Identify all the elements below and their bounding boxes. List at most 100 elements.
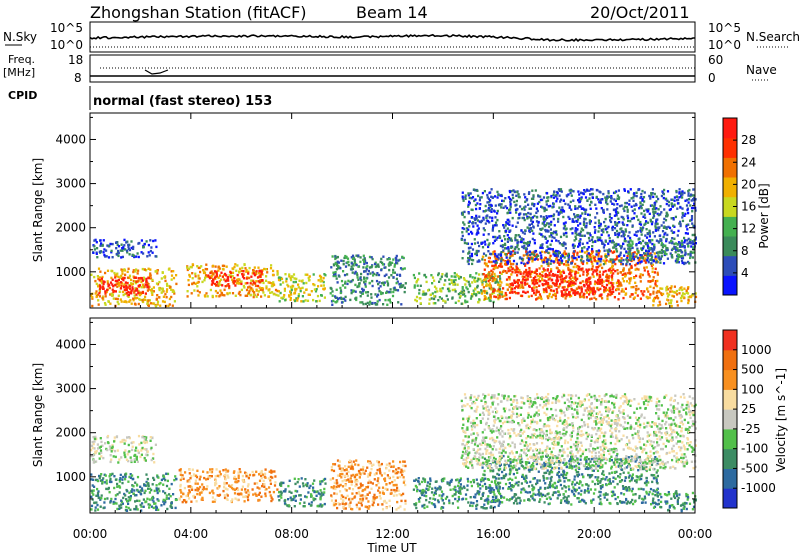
data-cell	[562, 227, 565, 230]
data-cell	[124, 475, 127, 478]
data-cell	[258, 487, 261, 490]
data-cell	[488, 221, 491, 224]
data-cell	[633, 255, 636, 258]
data-cell	[530, 294, 533, 298]
data-cell	[549, 228, 552, 231]
data-cell	[459, 292, 462, 295]
data-cell	[609, 258, 612, 261]
data-cell	[139, 293, 142, 297]
data-cell	[646, 252, 649, 256]
data-cell	[268, 288, 271, 291]
data-cell	[655, 261, 658, 264]
data-cell	[465, 286, 468, 289]
data-cell	[231, 292, 235, 295]
data-cell	[402, 284, 405, 287]
data-cell	[629, 188, 632, 191]
data-cell	[307, 276, 310, 280]
data-cell	[689, 253, 692, 257]
data-cell	[308, 502, 311, 506]
data-cell	[519, 286, 522, 289]
data-cell	[529, 227, 532, 230]
data-cell	[509, 239, 512, 242]
data-cell	[230, 486, 234, 490]
data-cell	[247, 475, 250, 478]
data-cell	[554, 231, 557, 234]
data-cell	[648, 247, 651, 250]
data-cell	[137, 255, 140, 259]
data-cell	[660, 224, 663, 227]
data-cell	[513, 290, 516, 294]
data-cell	[278, 491, 281, 494]
data-cell	[635, 285, 638, 288]
data-cell	[357, 265, 360, 268]
data-cell	[155, 245, 158, 249]
data-cell	[453, 275, 456, 278]
data-cell	[90, 504, 94, 508]
data-cell	[647, 209, 650, 213]
data-cell	[135, 494, 138, 497]
data-cell	[528, 227, 531, 230]
data-cell	[559, 198, 563, 201]
data-cell	[546, 199, 550, 202]
data-cell	[284, 299, 287, 302]
data-cell	[214, 265, 217, 268]
data-cell	[616, 207, 619, 210]
data-cell	[519, 256, 522, 259]
data-cell	[654, 255, 657, 258]
data-cell	[191, 277, 194, 280]
data-cell	[224, 468, 227, 471]
data-cell	[467, 212, 470, 215]
data-cell	[378, 290, 381, 293]
data-cell	[211, 500, 214, 503]
data-cell	[614, 269, 617, 273]
data-cell	[688, 262, 691, 265]
data-cell	[581, 212, 584, 215]
data-cell	[491, 279, 494, 283]
data-cell	[244, 488, 247, 491]
data-cell	[599, 278, 602, 282]
data-cell	[581, 262, 585, 266]
data-cell	[568, 284, 571, 287]
data-cell	[584, 280, 587, 284]
data-cell	[508, 220, 511, 223]
data-cell	[145, 269, 148, 272]
data-cell	[521, 283, 524, 286]
data-cell	[598, 294, 601, 297]
data-cell	[561, 259, 564, 262]
data-cell	[498, 290, 501, 294]
data-cell	[565, 294, 568, 298]
data-cell	[470, 254, 474, 258]
data-cell	[172, 270, 175, 273]
data-cell	[490, 260, 493, 264]
data-cell	[295, 287, 298, 291]
data-cell	[694, 236, 697, 239]
data-cell	[374, 302, 377, 305]
data-cell	[288, 275, 291, 278]
data-cell	[494, 195, 497, 198]
data-cell	[461, 293, 465, 296]
data-cell	[242, 479, 245, 482]
data-cell	[147, 288, 150, 291]
data-cell	[474, 198, 477, 201]
colorbar-tick-label: 12	[741, 222, 756, 236]
data-cell	[622, 258, 625, 262]
data-cell	[558, 206, 561, 209]
data-cell	[282, 481, 285, 485]
data-cell	[581, 267, 584, 270]
data-cell	[654, 222, 657, 225]
data-cell	[475, 233, 478, 236]
data-cell	[549, 204, 552, 208]
freq-tick-top: 18	[68, 53, 83, 67]
data-cell	[546, 196, 549, 199]
data-cell	[638, 222, 641, 225]
data-cell	[221, 293, 224, 297]
data-cell	[131, 474, 134, 477]
data-cell	[127, 480, 130, 483]
data-cell	[225, 492, 229, 496]
power-colorbar-label: Power [dB]	[757, 183, 771, 248]
data-cell	[541, 274, 544, 278]
data-cell	[275, 293, 278, 297]
data-cell	[435, 287, 438, 290]
data-cell	[487, 233, 490, 236]
data-cell	[399, 284, 403, 287]
